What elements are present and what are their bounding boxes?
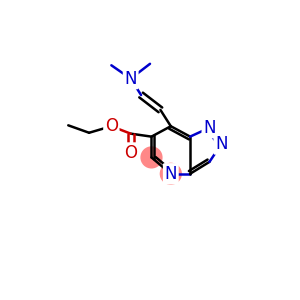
Text: N: N xyxy=(215,135,228,153)
Circle shape xyxy=(141,147,162,168)
Text: O: O xyxy=(124,144,137,162)
Text: N: N xyxy=(165,165,177,183)
Text: O: O xyxy=(105,117,118,135)
Text: N: N xyxy=(203,119,216,137)
Circle shape xyxy=(160,164,181,184)
Text: N: N xyxy=(124,70,137,88)
